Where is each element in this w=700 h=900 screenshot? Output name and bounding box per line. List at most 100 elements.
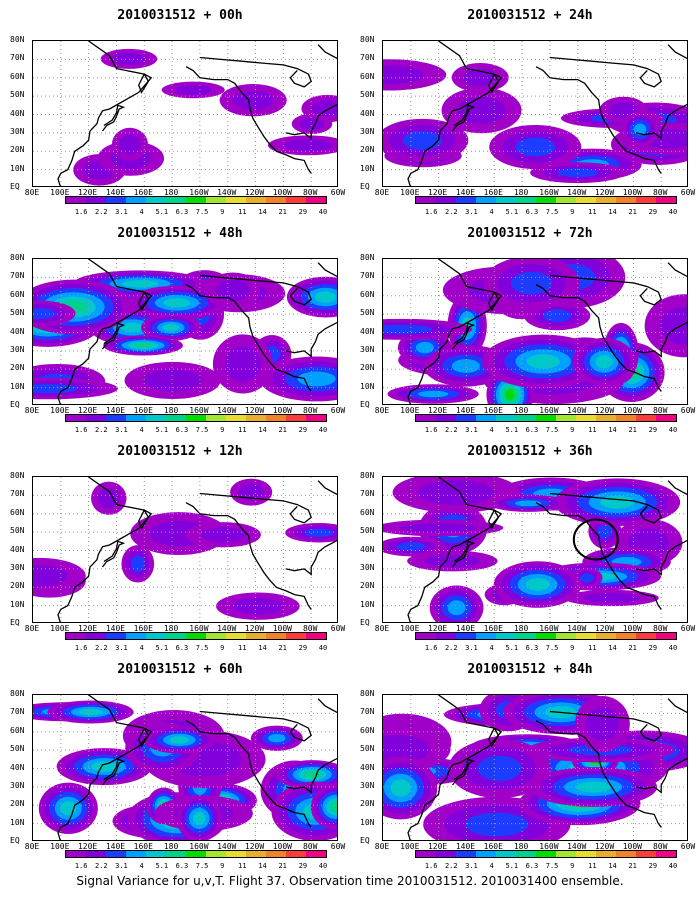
lat-tick-label: 50N	[360, 745, 375, 754]
colorbar-label: 2.2	[444, 644, 458, 652]
colorbar	[65, 850, 327, 858]
lon-tick-label: 140W	[567, 624, 587, 633]
lon-tick-label: 140E	[105, 188, 126, 197]
colorbar-label: 3.1	[115, 862, 128, 870]
map-plot	[382, 694, 688, 841]
lat-tick-label: 60N	[10, 508, 25, 517]
colorbar-swatch	[636, 633, 656, 639]
colorbar-swatch	[226, 415, 246, 421]
colorbar-label: 2.2	[94, 208, 108, 216]
coastline	[535, 66, 662, 174]
coastline	[635, 757, 687, 794]
lon-tick-label: 120W	[244, 842, 265, 851]
coastline	[57, 259, 153, 404]
lon-tick-label: 80W	[652, 406, 668, 415]
colorbar-label: 3.1	[465, 644, 478, 652]
colorbar-swatch	[226, 197, 246, 203]
coastline	[635, 539, 687, 576]
colorbar-label: 14	[608, 644, 617, 652]
coastline	[185, 720, 312, 828]
lat-tick-label: 80N	[360, 36, 375, 44]
colorbar-label: 9	[570, 426, 575, 434]
lat-tick-label: EQ	[360, 401, 370, 409]
lon-tick-label: 80W	[302, 188, 318, 197]
coastline	[317, 698, 337, 714]
colorbar-label: 2.2	[444, 208, 458, 216]
lat-tick-label: EQ	[10, 837, 20, 845]
colorbar-label: 21	[278, 208, 287, 216]
colorbar-label: 5.1	[155, 644, 169, 652]
colorbar	[65, 196, 327, 204]
lon-tick-label: 100W	[272, 842, 292, 851]
coastline	[667, 698, 687, 714]
lon-tick-label: 120E	[427, 188, 448, 197]
lat-tick-label: 30N	[360, 127, 375, 136]
colorbar-label: 11	[588, 644, 597, 652]
colorbar-label: 6.3	[175, 862, 189, 870]
lat-tick-label: 40N	[360, 545, 375, 554]
lat-tick-label: 60N	[360, 72, 375, 81]
colorbar-swatch	[106, 851, 126, 857]
colorbar-label: 21	[278, 862, 287, 870]
colorbar-swatch	[476, 851, 496, 857]
variance-contour	[660, 306, 687, 345]
variance-contour	[130, 555, 145, 572]
variance-contour	[233, 90, 274, 110]
colorbar-label: 3.1	[465, 208, 478, 216]
lat-tick-label: 50N	[360, 527, 375, 536]
variance-contour	[330, 801, 337, 813]
colorbar	[415, 414, 677, 422]
lat-tick-label: EQ	[360, 619, 370, 627]
colorbar-swatch	[126, 851, 146, 857]
colorbar-swatch	[456, 415, 476, 421]
colorbar-swatch	[556, 851, 576, 857]
panel-title: 2010031512 + 24h	[467, 8, 593, 23]
colorbar-label: 11	[238, 208, 247, 216]
lat-tick-label: 40N	[360, 109, 375, 118]
variance-contour	[192, 812, 206, 825]
coastline	[487, 73, 500, 94]
coastline	[199, 492, 312, 524]
lat-tick-label: 80N	[10, 690, 25, 698]
coastline	[57, 695, 153, 840]
forecast-panel: 2010031512 + 12h 80N 70N 60N 50N 40N 30N 20N 10N…	[10, 436, 350, 661]
lon-tick-label: 140E	[105, 624, 126, 633]
forecast-panel: 2010031512 + 48h 80N 70N 60N 50N 40N 30N 20N 10N…	[10, 218, 350, 443]
variance-contour	[465, 812, 529, 837]
lat-tick-label: 10N	[10, 164, 25, 173]
colorbar-swatch	[416, 197, 436, 203]
colorbar-swatch	[66, 851, 86, 857]
colorbar-label: 7.5	[545, 644, 559, 652]
colorbar-label: 5.1	[505, 208, 519, 216]
variance-contour	[163, 298, 191, 308]
lon-tick-label: 60W	[330, 624, 346, 633]
colorbar-label: 29	[298, 426, 308, 434]
variance-contour	[33, 383, 79, 394]
lat-tick-label: 50N	[10, 527, 25, 536]
colorbar-label: 4	[139, 862, 144, 870]
lon-tick-label: 160W	[539, 406, 559, 415]
colorbar-label: 29	[298, 862, 308, 870]
colorbar-swatch	[306, 197, 326, 203]
lon-tick-label: 60W	[330, 406, 346, 415]
panel-title: 2010031512 + 48h	[117, 226, 243, 241]
panel-title: 2010031512 + 72h	[467, 226, 593, 241]
lat-tick-label: 20N	[10, 146, 25, 155]
variance-contour	[451, 359, 480, 373]
coastline	[549, 274, 662, 306]
coastline	[285, 103, 337, 140]
colorbar-swatch	[576, 851, 596, 857]
colorbar-label: 7.5	[195, 862, 209, 870]
lat-tick-label: 10N	[360, 600, 375, 609]
coastline	[451, 322, 476, 350]
coastline	[549, 492, 662, 524]
colorbar-swatch	[266, 851, 286, 857]
map-svg	[383, 259, 687, 404]
lat-tick-label: 70N	[10, 490, 25, 499]
colorbar-swatch	[476, 415, 496, 421]
lat-tick-label: 50N	[360, 91, 375, 100]
colorbar-label: 4	[489, 862, 494, 870]
colorbar-label: 5.1	[155, 426, 169, 434]
colorbar-swatch	[206, 851, 226, 857]
coastline	[317, 44, 337, 60]
